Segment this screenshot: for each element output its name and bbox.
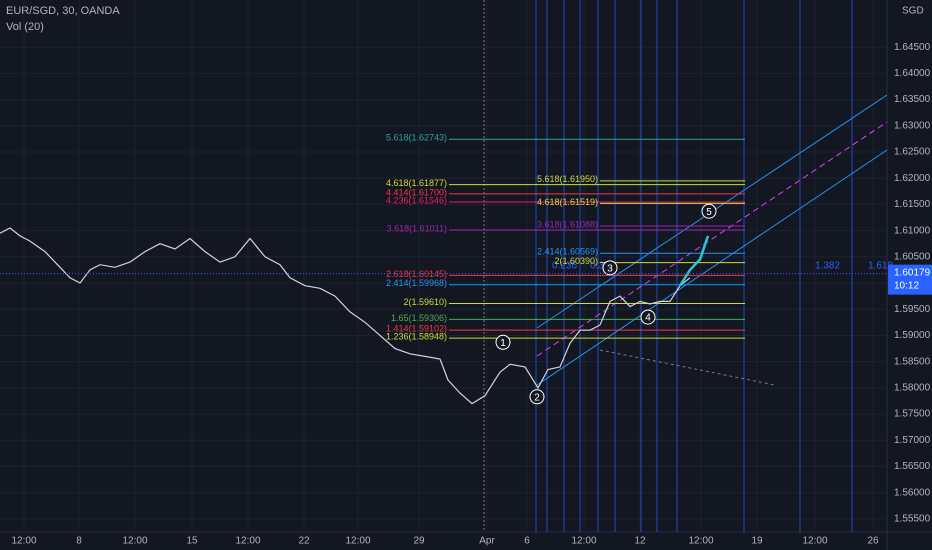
x-tick-label: 26 xyxy=(867,536,879,547)
y-tick-label: 1.63500 xyxy=(894,94,931,105)
x-tick-label: Apr xyxy=(479,536,495,547)
y-axis-label: SGD xyxy=(902,6,924,17)
fib-label: 1.414(1.59102) xyxy=(386,323,447,333)
y-tick-label: 1.57500 xyxy=(894,409,931,420)
wave-label: 1 xyxy=(500,338,506,349)
wave-marker xyxy=(602,260,618,276)
chart-subtitle: Vol (20) xyxy=(6,21,44,33)
y-tick-label: 1.60500 xyxy=(894,251,931,262)
price-line xyxy=(678,235,710,287)
y-tick-label: 1.57000 xyxy=(894,435,931,446)
wave-marker xyxy=(529,389,545,405)
y-tick-label: 1.59500 xyxy=(894,304,931,315)
countdown-label: 10:12 xyxy=(894,280,919,291)
fib-label: 2.414(1.59968) xyxy=(386,278,447,288)
y-tick-label: 1.56000 xyxy=(894,487,931,498)
fib-label: 4.236(1.61546) xyxy=(386,195,447,205)
fib-label: 2.618(1.60145) xyxy=(386,269,447,279)
y-tick-label: 1.63000 xyxy=(894,120,931,131)
y-tick-label: 1.62500 xyxy=(894,147,931,158)
last-price-label: 1.60179 xyxy=(894,267,931,278)
channel-line xyxy=(536,149,888,386)
x-tick-label: 12:00 xyxy=(688,536,713,547)
wave-label: 5 xyxy=(706,207,712,218)
x-tick-label: 12:00 xyxy=(802,536,827,547)
fib-label: 2.414(1.60569) xyxy=(537,247,598,257)
fib-label: 3.618(1.61011) xyxy=(387,223,447,233)
x-tick-label: 12:00 xyxy=(345,536,370,547)
y-tick-label: 1.64000 xyxy=(894,68,931,79)
fib-label: 1.236(1.58948) xyxy=(386,332,447,342)
chart-title: EUR/SGD, 30, OANDA xyxy=(6,5,120,17)
y-tick-label: 1.56500 xyxy=(894,461,931,472)
y-tick-label: 1.62000 xyxy=(894,173,931,184)
wave-marker xyxy=(701,203,717,219)
x-tick-label: 29 xyxy=(413,536,425,547)
fib-label: 5.618(1.62743) xyxy=(386,133,447,143)
x-tick-label: 12:00 xyxy=(122,536,147,547)
y-tick-label: 1.59000 xyxy=(894,330,931,341)
wave-marker xyxy=(495,334,511,350)
time-fib-label: 1.618 xyxy=(868,261,893,272)
fib-label: 5.618(1.61950) xyxy=(537,174,598,184)
x-tick-label: 12:00 xyxy=(571,536,596,547)
x-tick-label: 12:00 xyxy=(235,536,260,547)
x-tick-label: 12:00 xyxy=(11,536,36,547)
x-tick-label: 6 xyxy=(524,536,530,547)
fib-label: 4.618(1.61519) xyxy=(537,197,598,207)
channel-midline xyxy=(536,121,888,357)
wave-label: 2 xyxy=(534,392,540,403)
fib-label: 4.414(1.61700) xyxy=(386,187,447,197)
y-tick-label: 1.55500 xyxy=(894,514,931,525)
x-tick-label: 19 xyxy=(751,536,763,547)
wave-label: 3 xyxy=(607,263,613,274)
fib-label: 4.618(1.61877) xyxy=(386,178,447,188)
x-tick-label: 8 xyxy=(76,536,82,547)
fib-label: 3.618(1.61088) xyxy=(537,219,598,229)
y-tick-label: 1.61000 xyxy=(894,225,931,236)
x-tick-label: 15 xyxy=(186,536,198,547)
fib-label: 2(1.60390) xyxy=(554,256,598,266)
x-tick-label: 12 xyxy=(634,536,646,547)
time-fib-label: 0.236 xyxy=(552,261,577,272)
time-fib-label: 1.382 xyxy=(815,261,840,272)
fib-label: 1.65(1.59306) xyxy=(391,313,447,323)
wave-label: 4 xyxy=(645,313,651,324)
wave-marker xyxy=(640,309,656,325)
x-tick-label: 22 xyxy=(298,536,310,547)
y-tick-label: 1.64500 xyxy=(894,42,931,53)
fib-label: 2(1.59610) xyxy=(403,297,447,307)
price-line xyxy=(0,227,691,405)
y-tick-label: 1.58000 xyxy=(894,383,931,394)
last-price-tag xyxy=(888,264,932,295)
y-tick-label: 1.61500 xyxy=(894,199,931,210)
y-tick-label: 1.58500 xyxy=(894,356,931,367)
